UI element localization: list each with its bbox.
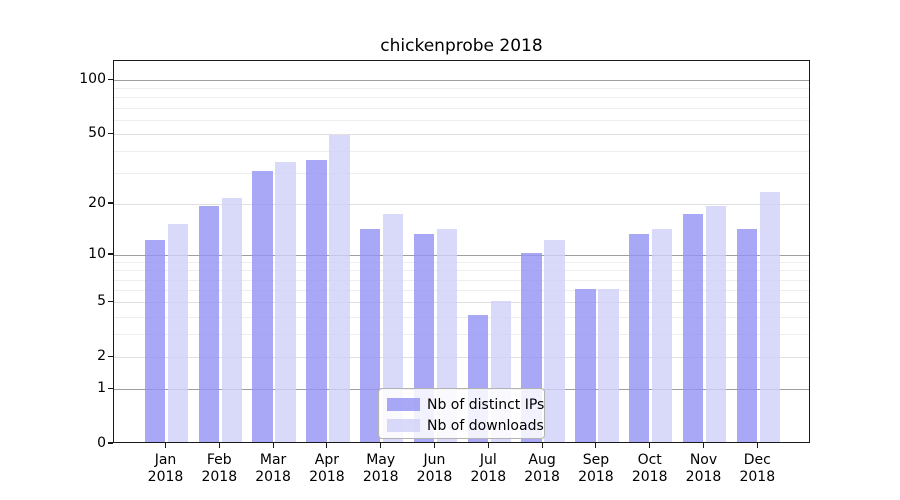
x-tick-label: Mar 2018 (255, 452, 291, 485)
x-axis-tick (433, 443, 436, 448)
y-tick-label: 20 (88, 194, 106, 211)
bar-downloads-mar (275, 161, 296, 442)
major-gridline (114, 356, 809, 358)
major-gridline (114, 133, 809, 135)
plot-area: Nb of distinct IPs Nb of downloads (113, 60, 810, 443)
minor-gridline (114, 119, 809, 121)
decade-gridline (114, 254, 809, 256)
legend-row: Nb of downloads (387, 416, 544, 435)
y-tick-label: 1 (97, 379, 106, 396)
bar-downloads-may (382, 214, 404, 442)
x-tick-label: Oct 2018 (631, 452, 668, 485)
bar-downloads-aug (544, 239, 565, 442)
x-tick-label: Sep 2018 (578, 452, 614, 485)
x-axis-tick (595, 443, 597, 448)
chart-title: chickenprobe 2018 (380, 36, 543, 56)
legend-label: Nb of downloads (427, 417, 544, 434)
minor-gridline (114, 290, 809, 292)
x-axis-tick (164, 443, 167, 448)
y-tick-label: 0 (97, 434, 106, 451)
bar-ips-oct (628, 234, 650, 442)
x-tick-label: Jul 2018 (470, 452, 507, 485)
x-tick-label: Aug 2018 (524, 452, 560, 485)
y-axis-tick (108, 301, 113, 303)
bar-ips-nov (682, 214, 704, 442)
y-axis-tick (108, 387, 113, 389)
legend-row: Nb of distinct IPs (387, 395, 544, 414)
x-axis-tick (702, 443, 705, 448)
y-tick-label: 5 (97, 293, 106, 310)
legend: Nb of distinct IPs Nb of downloads (378, 388, 545, 439)
minor-gridline (114, 107, 809, 109)
bar-downloads-nov (705, 205, 727, 442)
legend-swatch-icon (387, 398, 420, 411)
minor-gridline (114, 334, 809, 336)
x-tick-label: Jan 2018 (147, 452, 184, 485)
x-axis-tick (649, 443, 651, 448)
y-axis-tick (108, 132, 113, 134)
minor-gridline (114, 316, 809, 318)
bar-downloads-sep (598, 288, 619, 442)
y-tick-label: 2 (97, 347, 106, 364)
x-axis-tick (756, 443, 758, 448)
bar-downloads-oct (651, 228, 673, 442)
y-tick-label: 10 (88, 245, 106, 262)
bar-downloads-apr (329, 135, 350, 442)
major-gridline (114, 203, 809, 205)
x-axis-tick (218, 443, 220, 448)
minor-gridline (114, 172, 809, 174)
y-axis-tick (108, 442, 113, 444)
x-tick-label: Feb 2018 (201, 452, 238, 485)
bar-downloads-feb (221, 198, 243, 442)
bar-ips-feb (198, 205, 220, 442)
x-axis-tick (487, 443, 489, 448)
bar-ips-jan (144, 239, 166, 442)
bar-downloads-jan (167, 223, 189, 442)
legend-swatch-icon (387, 419, 420, 432)
bar-ips-apr (306, 159, 327, 442)
x-tick-label: Apr 2018 (309, 452, 345, 485)
major-gridline (114, 302, 809, 304)
x-tick-label: May 2018 (362, 452, 399, 485)
x-tick-label: Nov 2018 (685, 452, 722, 485)
minor-gridline (114, 88, 809, 89)
minor-gridline (114, 150, 809, 152)
y-tick-label: 50 (88, 124, 106, 141)
y-axis-tick (108, 253, 113, 255)
x-axis-tick (380, 443, 382, 448)
bar-ips-dec (736, 228, 758, 442)
x-tick-label: Dec 2018 (739, 452, 776, 485)
y-tick-label: 100 (79, 70, 106, 87)
legend-label: Nb of distinct IPs (427, 396, 545, 413)
bar-ips-sep (575, 288, 596, 442)
minor-gridline (114, 97, 809, 99)
decade-gridline (114, 79, 809, 81)
bar-downloads-dec (759, 191, 781, 442)
x-axis-tick (541, 443, 543, 448)
bar-ips-mar (252, 171, 273, 442)
minor-gridline (114, 262, 809, 264)
x-tick-label: Jun 2018 (416, 452, 453, 485)
x-axis-tick (326, 443, 328, 448)
bar-ips-may (359, 228, 381, 442)
x-axis-tick (272, 443, 274, 448)
y-axis-tick (108, 78, 113, 80)
y-axis-tick (108, 202, 113, 204)
minor-gridline (114, 270, 809, 272)
minor-gridline (114, 279, 809, 281)
y-axis-tick (108, 355, 113, 357)
